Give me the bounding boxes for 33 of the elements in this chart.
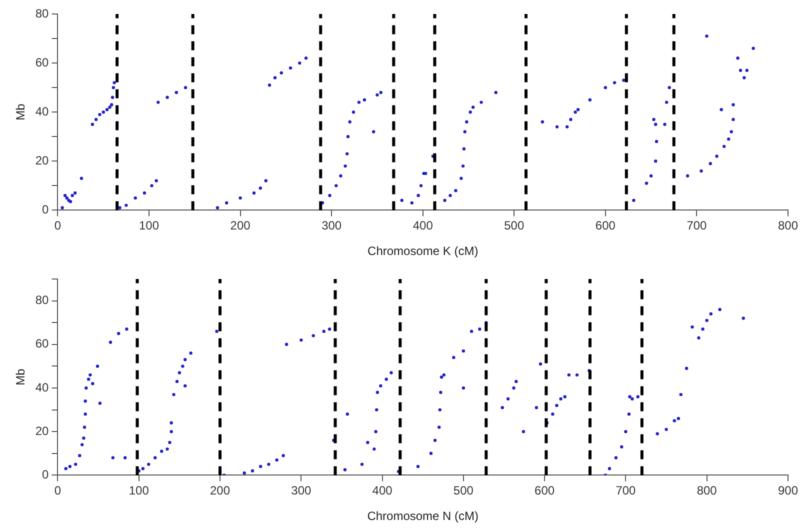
y-axis-title: Mb: [14, 103, 28, 120]
y-tick-label: 0: [42, 202, 50, 217]
x-axis-title: Chromosome K (cM): [368, 244, 478, 258]
y-tick-label: 60: [35, 336, 50, 351]
y-tick-label: 0: [42, 468, 50, 482]
y-tick-label: 60: [35, 55, 50, 70]
x-tick-label: 600: [595, 218, 616, 233]
x-tick-label: 700: [686, 218, 708, 233]
x-tick-label: 800: [696, 484, 718, 498]
y-tick-label: 20: [35, 153, 50, 168]
y-tick-label: 80: [35, 6, 50, 20]
x-tick-label: 500: [504, 218, 524, 233]
x-tick-label: 200: [230, 218, 251, 233]
x-tick-label: 700: [616, 484, 636, 498]
x-tick-label: 900: [778, 484, 798, 498]
x-tick-label: 200: [210, 484, 230, 498]
y-tick-label: 40: [35, 380, 50, 394]
x-axis-title: Chromosome N (cM): [367, 509, 479, 524]
y-tick-label: 40: [35, 104, 50, 118]
x-tick-label: 400: [372, 484, 393, 498]
y-axis-title: Mb: [14, 368, 28, 386]
x-tick-label: 300: [322, 218, 342, 233]
x-tick-label: 0: [54, 484, 62, 498]
x-tick-label: 400: [412, 218, 434, 233]
x-tick-label: 100: [139, 218, 160, 233]
x-tick-label: 300: [291, 484, 312, 498]
x-tick-label: 500: [453, 484, 474, 498]
x-tick-label: 0: [54, 218, 62, 233]
y-tick-label: 80: [35, 293, 50, 308]
y-tick-label: 20: [35, 424, 50, 438]
x-tick-label: 800: [778, 218, 798, 233]
x-tick-label: 100: [128, 484, 150, 498]
x-tick-label: 600: [534, 484, 555, 498]
